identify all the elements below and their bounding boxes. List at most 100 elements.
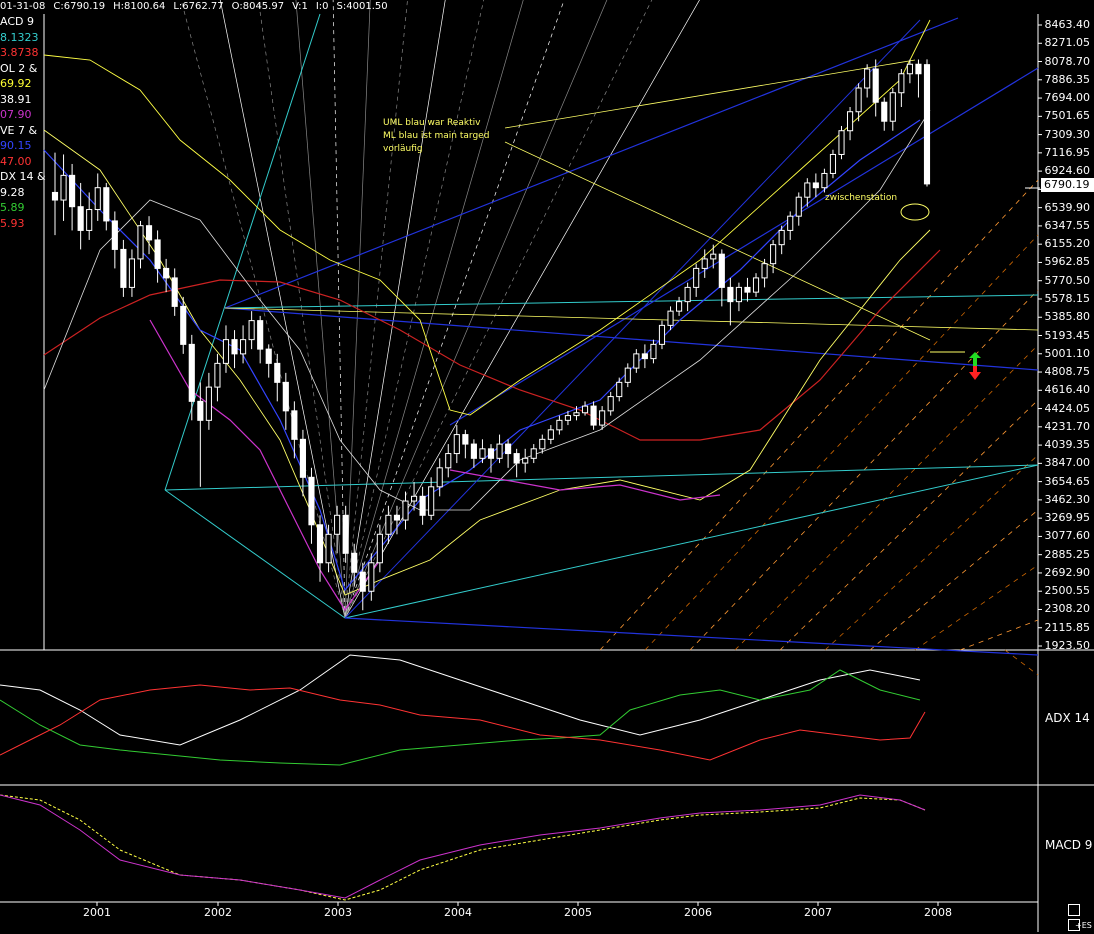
- candle-body: [539, 438, 546, 450]
- candle-body: [60, 174, 67, 201]
- candle-body: [658, 324, 666, 345]
- candle-body: [342, 514, 349, 554]
- price-tick-label: 4424.05: [1044, 401, 1091, 415]
- candle-body: [291, 410, 298, 440]
- price-tick-label: 8271.05: [1044, 36, 1091, 50]
- price-tick-label: 7886.35: [1044, 72, 1091, 86]
- candle-body: [257, 320, 264, 350]
- candle-body: [222, 339, 230, 364]
- price-tick-label: 5001.10: [1044, 346, 1091, 360]
- price-tick-label: 4039.35: [1044, 438, 1091, 452]
- year-label: 2007: [804, 906, 832, 919]
- indicator-curve: [449, 469, 721, 501]
- trend-line: [779, 399, 1039, 651]
- candle-body: [462, 434, 469, 445]
- candle-body: [445, 453, 452, 469]
- trend-lines: [43, 0, 1039, 676]
- trend-line: [224, 307, 1039, 371]
- adx-pane-label: ADX 14: [1045, 711, 1090, 725]
- price-tick-label: 7694.00: [1044, 91, 1091, 105]
- candle-body: [684, 286, 691, 303]
- year-label: 2005: [564, 906, 592, 919]
- legend-entry: 90.15: [0, 139, 32, 152]
- candle-body: [770, 244, 777, 265]
- trend-line: [219, 0, 346, 619]
- current-price-marker: 6790.19: [1041, 178, 1094, 192]
- price-tick-label: 2308.20: [1044, 602, 1091, 616]
- trend-line: [344, 0, 700, 619]
- price-tick-label: 5193.45: [1044, 328, 1091, 342]
- price-tick-label: 6155.20: [1044, 237, 1091, 251]
- price-tick-label: 2885.25: [1044, 547, 1091, 561]
- indicator-curve: [0, 794, 926, 901]
- price-tick-label: 4616.40: [1044, 383, 1091, 397]
- trend-line: [824, 454, 1039, 651]
- trend-line: [295, 0, 346, 619]
- status-corner: +ES: [1075, 921, 1092, 930]
- indicator-curve: [43, 109, 931, 511]
- year-label: 2004: [444, 906, 472, 919]
- candle-body: [701, 258, 708, 269]
- trend-line: [734, 344, 1039, 651]
- candle-body: [359, 571, 366, 592]
- header-high: H:8100.64: [113, 1, 166, 12]
- price-tick-label: 5962.85: [1044, 255, 1091, 269]
- indicator-curve: [43, 19, 931, 416]
- candle-body: [864, 68, 871, 89]
- candle-body: [607, 396, 614, 412]
- trend-line: [258, 0, 346, 619]
- candle-body: [829, 153, 837, 174]
- legend-entry: 47.00: [0, 154, 32, 168]
- trend-line: [344, 0, 446, 619]
- header-oi: I:0: [315, 1, 329, 12]
- candle-body: [778, 229, 785, 246]
- trend-line: [344, 0, 653, 619]
- close-icon[interactable]: [1068, 919, 1080, 931]
- candle-body: [804, 182, 811, 198]
- indicator-curve: [0, 684, 926, 761]
- target-ellipse: [900, 203, 930, 221]
- candle-body: [752, 277, 760, 293]
- macd-pane-label: MACD 9: [1045, 838, 1093, 852]
- candle-body: [898, 73, 905, 94]
- candle-body: [505, 443, 512, 455]
- candle-body: [855, 87, 862, 113]
- trend-line: [344, 0, 371, 619]
- price-tick-label: 3462.30: [1044, 492, 1091, 506]
- chart-frame: [0, 14, 1094, 932]
- trend-line: [959, 619, 1039, 651]
- trend-line: [504, 59, 916, 129]
- trend-line: [914, 564, 1039, 651]
- candle-body: [667, 310, 674, 326]
- trend-line: [344, 0, 565, 619]
- trend-line: [344, 0, 408, 619]
- indicator-curve: [0, 794, 926, 899]
- candle-body: [530, 448, 537, 459]
- price-tick-label: 8078.70: [1044, 54, 1091, 68]
- candle-body: [676, 301, 683, 312]
- candle-body: [564, 415, 572, 421]
- candle-body: [163, 267, 170, 279]
- price-tick-label: 6539.90: [1044, 200, 1091, 214]
- restore-icon[interactable]: [1068, 904, 1080, 916]
- candle-body: [145, 225, 153, 241]
- candle-body: [650, 343, 657, 360]
- price-tick-label: 2115.85: [1044, 620, 1091, 634]
- candle-body: [180, 305, 187, 345]
- annotation-line-1: UML blau war Reaktiv: [383, 118, 481, 128]
- price-tick-label: 5578.15: [1044, 291, 1091, 305]
- candle-body: [94, 187, 101, 211]
- window-controls[interactable]: [1068, 904, 1094, 934]
- candle-body: [556, 419, 563, 431]
- candle-body: [419, 495, 426, 516]
- trend-line: [449, 67, 1039, 426]
- legend-entry: 3.8738: [0, 46, 39, 59]
- candle-body: [77, 206, 84, 231]
- indicator-curve: [43, 249, 941, 441]
- header-date: 01-31-08: [0, 1, 46, 12]
- trend-line: [344, 617, 1039, 656]
- candle-body: [308, 476, 315, 526]
- candle-body: [590, 405, 597, 426]
- candle-body: [385, 514, 392, 535]
